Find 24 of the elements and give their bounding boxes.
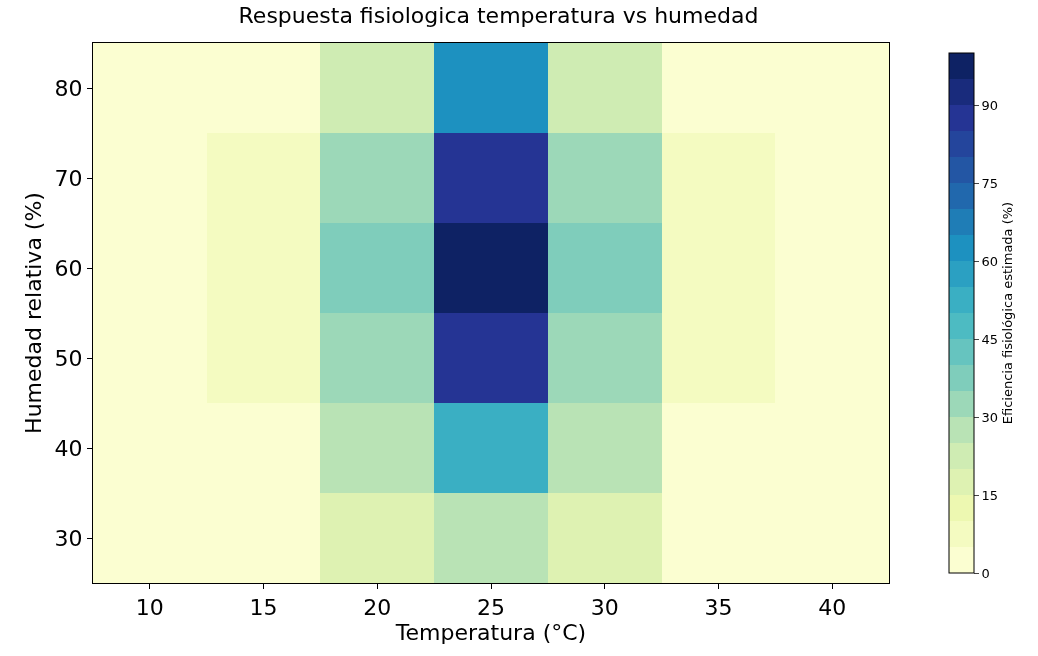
chart-title: Respuesta fisiologica temperatura vs humedad [238,3,759,29]
color-bar-label: 60 [981,253,999,269]
x-axis-title: Temperatura (°C) [394,620,587,646]
color-bar-title: Eficiencia fisiológica estimada (%) [1000,201,1016,425]
x-tick-label: 35 [704,595,733,621]
y-tick-label: 80 [54,75,83,101]
y-tick-label: 50 [54,345,83,371]
y-tick-label: 70 [54,165,83,191]
x-tick-label: 20 [363,595,392,621]
color-bar-label: 0 [981,565,990,581]
color-bar-label: 15 [981,487,999,503]
y-tick-label: 60 [54,255,83,281]
y-tick-label: 40 [54,435,83,461]
y-axis-title: Humedad relativa (%) [21,192,47,434]
x-tick-label: 15 [249,595,278,621]
x-tick-label: 40 [818,595,847,621]
x-tick-label: 30 [590,595,619,621]
color-bar-label: 30 [981,409,999,425]
color-bar-label: 90 [981,97,999,113]
x-tick-label: 25 [477,595,505,621]
y-tick-label: 30 [54,525,83,551]
color-bar-label: 75 [981,175,999,191]
x-tick-label: 10 [135,595,164,621]
color-bar-label: 45 [981,331,999,347]
